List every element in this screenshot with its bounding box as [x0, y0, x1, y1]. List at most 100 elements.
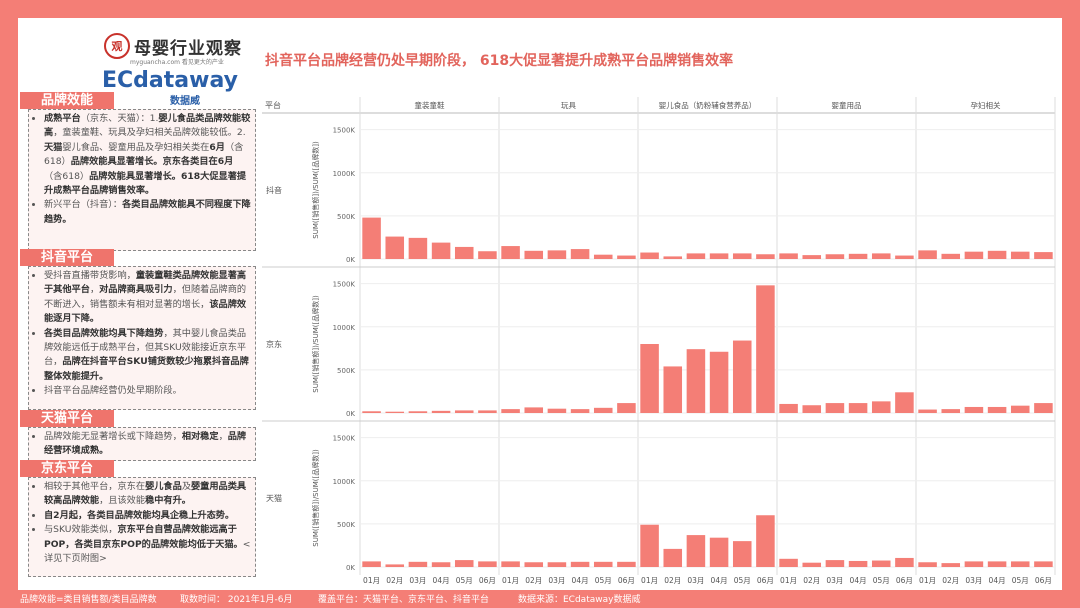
bar — [686, 535, 706, 567]
bar — [895, 392, 914, 413]
bar — [1034, 403, 1053, 413]
bar — [895, 557, 914, 567]
bar — [941, 253, 961, 259]
bar — [524, 407, 544, 413]
bar — [1010, 561, 1030, 567]
footer-period: 取数时间： 2021年1月-6月 — [180, 595, 293, 605]
bar — [640, 252, 659, 259]
bar — [1034, 252, 1053, 259]
bullet-item: 抖音平台品牌经营仍处早期阶段。 — [44, 384, 251, 398]
bar — [640, 344, 659, 413]
bullet-text: ，其中婴儿食品类品牌效能远低于成熟平台，但其SKU效能接近京东平台， — [44, 327, 247, 368]
x-tick-label: 05月 — [1012, 576, 1029, 585]
bar — [1034, 561, 1053, 567]
bar — [848, 403, 868, 413]
x-tick-label: 06月 — [479, 576, 496, 585]
bullet-text: 京东平台自营品牌效能远高于POP，各类目京东POP的品牌效能均低于天猫。 — [44, 524, 243, 550]
bullet-text: 抖音平台品牌经营仍处早期阶段。 — [44, 385, 182, 397]
bullet-text: 该品牌效能逐月下降。 — [44, 298, 247, 325]
y-tick-label: 1500K — [333, 281, 356, 289]
platform-label: 抖音 — [266, 185, 282, 195]
bar — [617, 255, 636, 259]
bar — [895, 255, 914, 259]
bullet-text: 及 — [181, 481, 191, 492]
bar — [547, 250, 567, 259]
x-tick-label: 04月 — [850, 576, 867, 585]
y-tick-label: 1500K — [333, 435, 356, 443]
footer-platforms: 覆盖平台：天猫平台、京东平台、抖音平台 — [318, 595, 490, 605]
bullet-text: 品牌效能具显著增长。京东各类目在6月 — [70, 156, 234, 168]
logo-ecdataway: ECdataway 数据威 — [102, 68, 238, 107]
bar — [941, 563, 961, 567]
bar — [547, 408, 567, 413]
x-tick-label: 02月 — [803, 576, 820, 585]
bullet-list: 品牌效能无显著增长或下降趋势，相对稳定，品牌经营环境成熟。 — [33, 430, 251, 459]
bar — [478, 410, 497, 413]
bar — [617, 403, 636, 413]
x-tick-label: 06月 — [618, 576, 635, 585]
x-tick-label: 05月 — [873, 576, 890, 585]
x-tick-label: 03月 — [687, 576, 704, 585]
bar — [454, 560, 474, 567]
bar — [756, 515, 775, 567]
bullet-text: 相对稳定 — [181, 431, 219, 442]
bar — [871, 401, 891, 413]
bar — [501, 409, 520, 413]
bullet-text: 对品牌商具吸引力 — [99, 284, 173, 296]
column-header: 童装童鞋 — [415, 100, 445, 110]
bar — [1010, 251, 1030, 259]
bullet-text: （京东、天猫）：1. — [80, 113, 159, 124]
bullet-item: 受抖音直播带货影响，童装童鞋类品牌效能显著高于其他平台，对品牌商具吸引力，但随着… — [44, 269, 251, 327]
x-tick-label: 05月 — [595, 576, 612, 585]
bar — [362, 217, 381, 259]
bullet-text: 各类目品牌效能均具下降趋势 — [44, 327, 164, 339]
bar — [732, 541, 752, 567]
row-header-label: 平台 — [265, 100, 281, 110]
y-tick-label: 500K — [337, 213, 355, 221]
bar — [918, 250, 937, 259]
column-header: 婴儿食品（奶粉辅食营养品） — [659, 100, 757, 110]
x-tick-label: 06月 — [1035, 576, 1052, 585]
x-tick-label: 04月 — [433, 576, 450, 585]
platform-label: 天猫 — [266, 493, 282, 503]
y-tick-label: 1000K — [333, 324, 356, 332]
bullet-text: 各类目品牌效能具不同程度下降趋势。 — [44, 199, 251, 225]
bar — [570, 561, 590, 567]
bar — [732, 340, 752, 413]
column-header: 婴童用品 — [832, 100, 862, 110]
bar — [478, 251, 497, 259]
bar — [385, 411, 405, 413]
x-tick-label: 06月 — [757, 576, 774, 585]
bar — [987, 406, 1007, 413]
bar — [987, 250, 1007, 259]
x-tick-label: 03月 — [826, 576, 843, 585]
bullet-item: 自2月起，各类目品牌效能均具企稳上升态势。 — [44, 509, 251, 523]
x-tick-label: 03月 — [965, 576, 982, 585]
bar — [593, 407, 613, 413]
bullet-text: 自2月起，各类目品牌效能均具企稳上升态势。 — [44, 509, 235, 521]
bullet-text: 婴儿食品类品牌效能较高 — [44, 113, 251, 139]
bar — [756, 285, 775, 413]
bar — [408, 237, 428, 259]
bullet-text: 童装童鞋类品牌效能显著高于其他平台 — [44, 270, 247, 296]
bar — [570, 409, 590, 413]
bullet-text: <详见下页附图> — [44, 538, 251, 565]
bar — [825, 254, 845, 259]
bar — [848, 560, 868, 567]
bar — [408, 561, 428, 567]
bullet-text: 品牌效能无显著增长或下降趋势， — [44, 431, 182, 442]
bar — [825, 403, 845, 413]
footer-source: 数据来源：ECdataway数据威 — [518, 595, 641, 605]
y-tick-label: 500K — [337, 367, 355, 375]
bar — [408, 411, 428, 413]
bar — [524, 562, 544, 567]
x-tick-label: 01月 — [502, 576, 519, 585]
bar — [431, 242, 451, 259]
y-tick-label: 0K — [346, 564, 355, 572]
bullet-text: 婴儿食品 — [145, 481, 182, 492]
section-box-tmall: 品牌效能无显著增长或下降趋势，相对稳定，品牌经营环境成熟。 — [28, 427, 256, 461]
bullet-text: ，且该效能 — [99, 495, 146, 507]
bar — [362, 411, 381, 413]
bar — [918, 409, 937, 413]
bar — [593, 254, 613, 259]
